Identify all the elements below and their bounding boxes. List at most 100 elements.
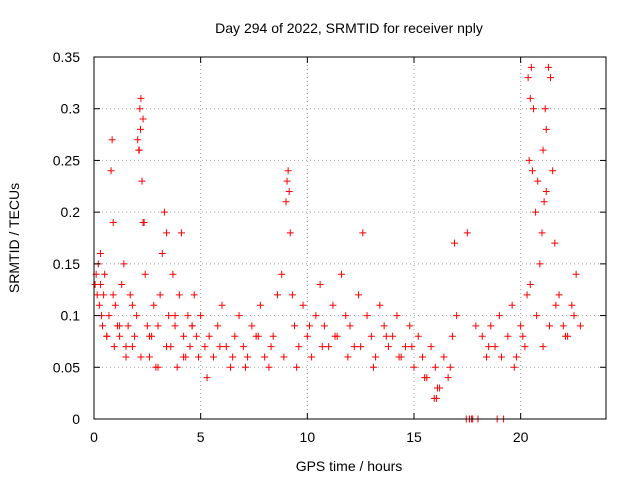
data-point: [177, 229, 185, 237]
data-point: [254, 332, 262, 340]
data-point: [380, 322, 388, 330]
data-point: [337, 270, 345, 278]
data-point: [284, 167, 292, 175]
data-point: [495, 312, 503, 320]
data-point: [446, 363, 454, 371]
data-point: [526, 281, 534, 289]
y-tick-label: 0: [72, 411, 80, 427]
data-point: [280, 353, 288, 361]
data-point: [222, 343, 230, 351]
data-point: [180, 353, 188, 361]
data-point: [111, 301, 119, 309]
data-point: [534, 177, 542, 185]
data-point: [209, 353, 217, 361]
x-tick-label: 10: [300, 429, 316, 445]
data-point: [283, 177, 291, 185]
data-point: [265, 363, 273, 371]
data-point: [528, 167, 536, 175]
data-point: [544, 63, 552, 71]
data-point: [542, 125, 550, 133]
data-point: [145, 332, 153, 340]
data-point: [160, 208, 168, 216]
data-point: [141, 270, 149, 278]
data-point: [122, 343, 130, 351]
data-point: [261, 353, 269, 361]
data-point: [110, 343, 118, 351]
data-point: [291, 322, 299, 330]
data-point: [453, 312, 461, 320]
data-point: [519, 332, 527, 340]
data-point: [463, 229, 471, 237]
data-point: [342, 312, 350, 320]
data-point: [235, 312, 243, 320]
data-point: [419, 353, 427, 361]
data-point: [165, 312, 173, 320]
x-tick-label: 20: [513, 429, 529, 445]
data-point: [576, 322, 584, 330]
y-tick-label: 0.05: [53, 359, 80, 375]
x-tick-label: 5: [197, 429, 205, 445]
data-point: [140, 218, 148, 226]
data-point: [163, 229, 171, 237]
data-point: [331, 332, 339, 340]
data-point: [138, 177, 146, 185]
data-point: [559, 322, 567, 330]
axis-ticks: 0 5 10 15 20 0 0.05 0.1 0.15 0.2 0.25 0.3 0.35: [53, 49, 606, 445]
y-tick-label: 0.1: [61, 308, 81, 324]
data-point: [427, 343, 435, 351]
data-point: [320, 322, 328, 330]
data-point: [448, 332, 456, 340]
data-point: [156, 291, 164, 299]
data-point: [120, 260, 128, 268]
data-point: [241, 363, 249, 371]
data-point: [128, 301, 136, 309]
data-point: [472, 322, 480, 330]
data-point: [547, 74, 555, 82]
data-point: [525, 156, 533, 164]
data-point: [329, 301, 337, 309]
data-point: [107, 167, 115, 175]
data-point: [308, 353, 316, 361]
data-point: [154, 322, 162, 330]
x-tick-label: 0: [90, 429, 98, 445]
data-point: [508, 301, 516, 309]
data-point: [303, 332, 311, 340]
data-point: [248, 322, 256, 330]
data-point: [414, 332, 422, 340]
data-point: [406, 322, 414, 330]
data-point: [229, 353, 237, 361]
data-point: [401, 343, 409, 351]
data-point: [355, 291, 363, 299]
data-point: [432, 394, 440, 402]
data-point: [305, 322, 313, 330]
data-point: [163, 343, 171, 351]
data-point: [517, 322, 525, 330]
data-point: [395, 353, 403, 361]
data-point: [382, 332, 390, 340]
data-point: [103, 332, 111, 340]
data-point: [376, 301, 384, 309]
data-point: [504, 332, 512, 340]
data-point: [145, 353, 153, 361]
data-point: [285, 187, 293, 195]
y-tick-label: 0.15: [53, 256, 80, 272]
data-point: [367, 332, 375, 340]
data-point: [524, 74, 532, 82]
data-point: [325, 343, 333, 351]
data-point: [549, 167, 557, 175]
data-point: [369, 363, 377, 371]
data-point: [451, 239, 459, 247]
data-point: [134, 136, 142, 144]
data-point: [533, 312, 541, 320]
data-point: [293, 363, 301, 371]
data-point: [483, 353, 491, 361]
data-point: [288, 291, 296, 299]
data-point: [282, 198, 290, 206]
data-point: [539, 146, 547, 154]
data-point: [131, 332, 139, 340]
data-point: [143, 322, 151, 330]
data-point: [410, 363, 418, 371]
data-point: [201, 343, 209, 351]
